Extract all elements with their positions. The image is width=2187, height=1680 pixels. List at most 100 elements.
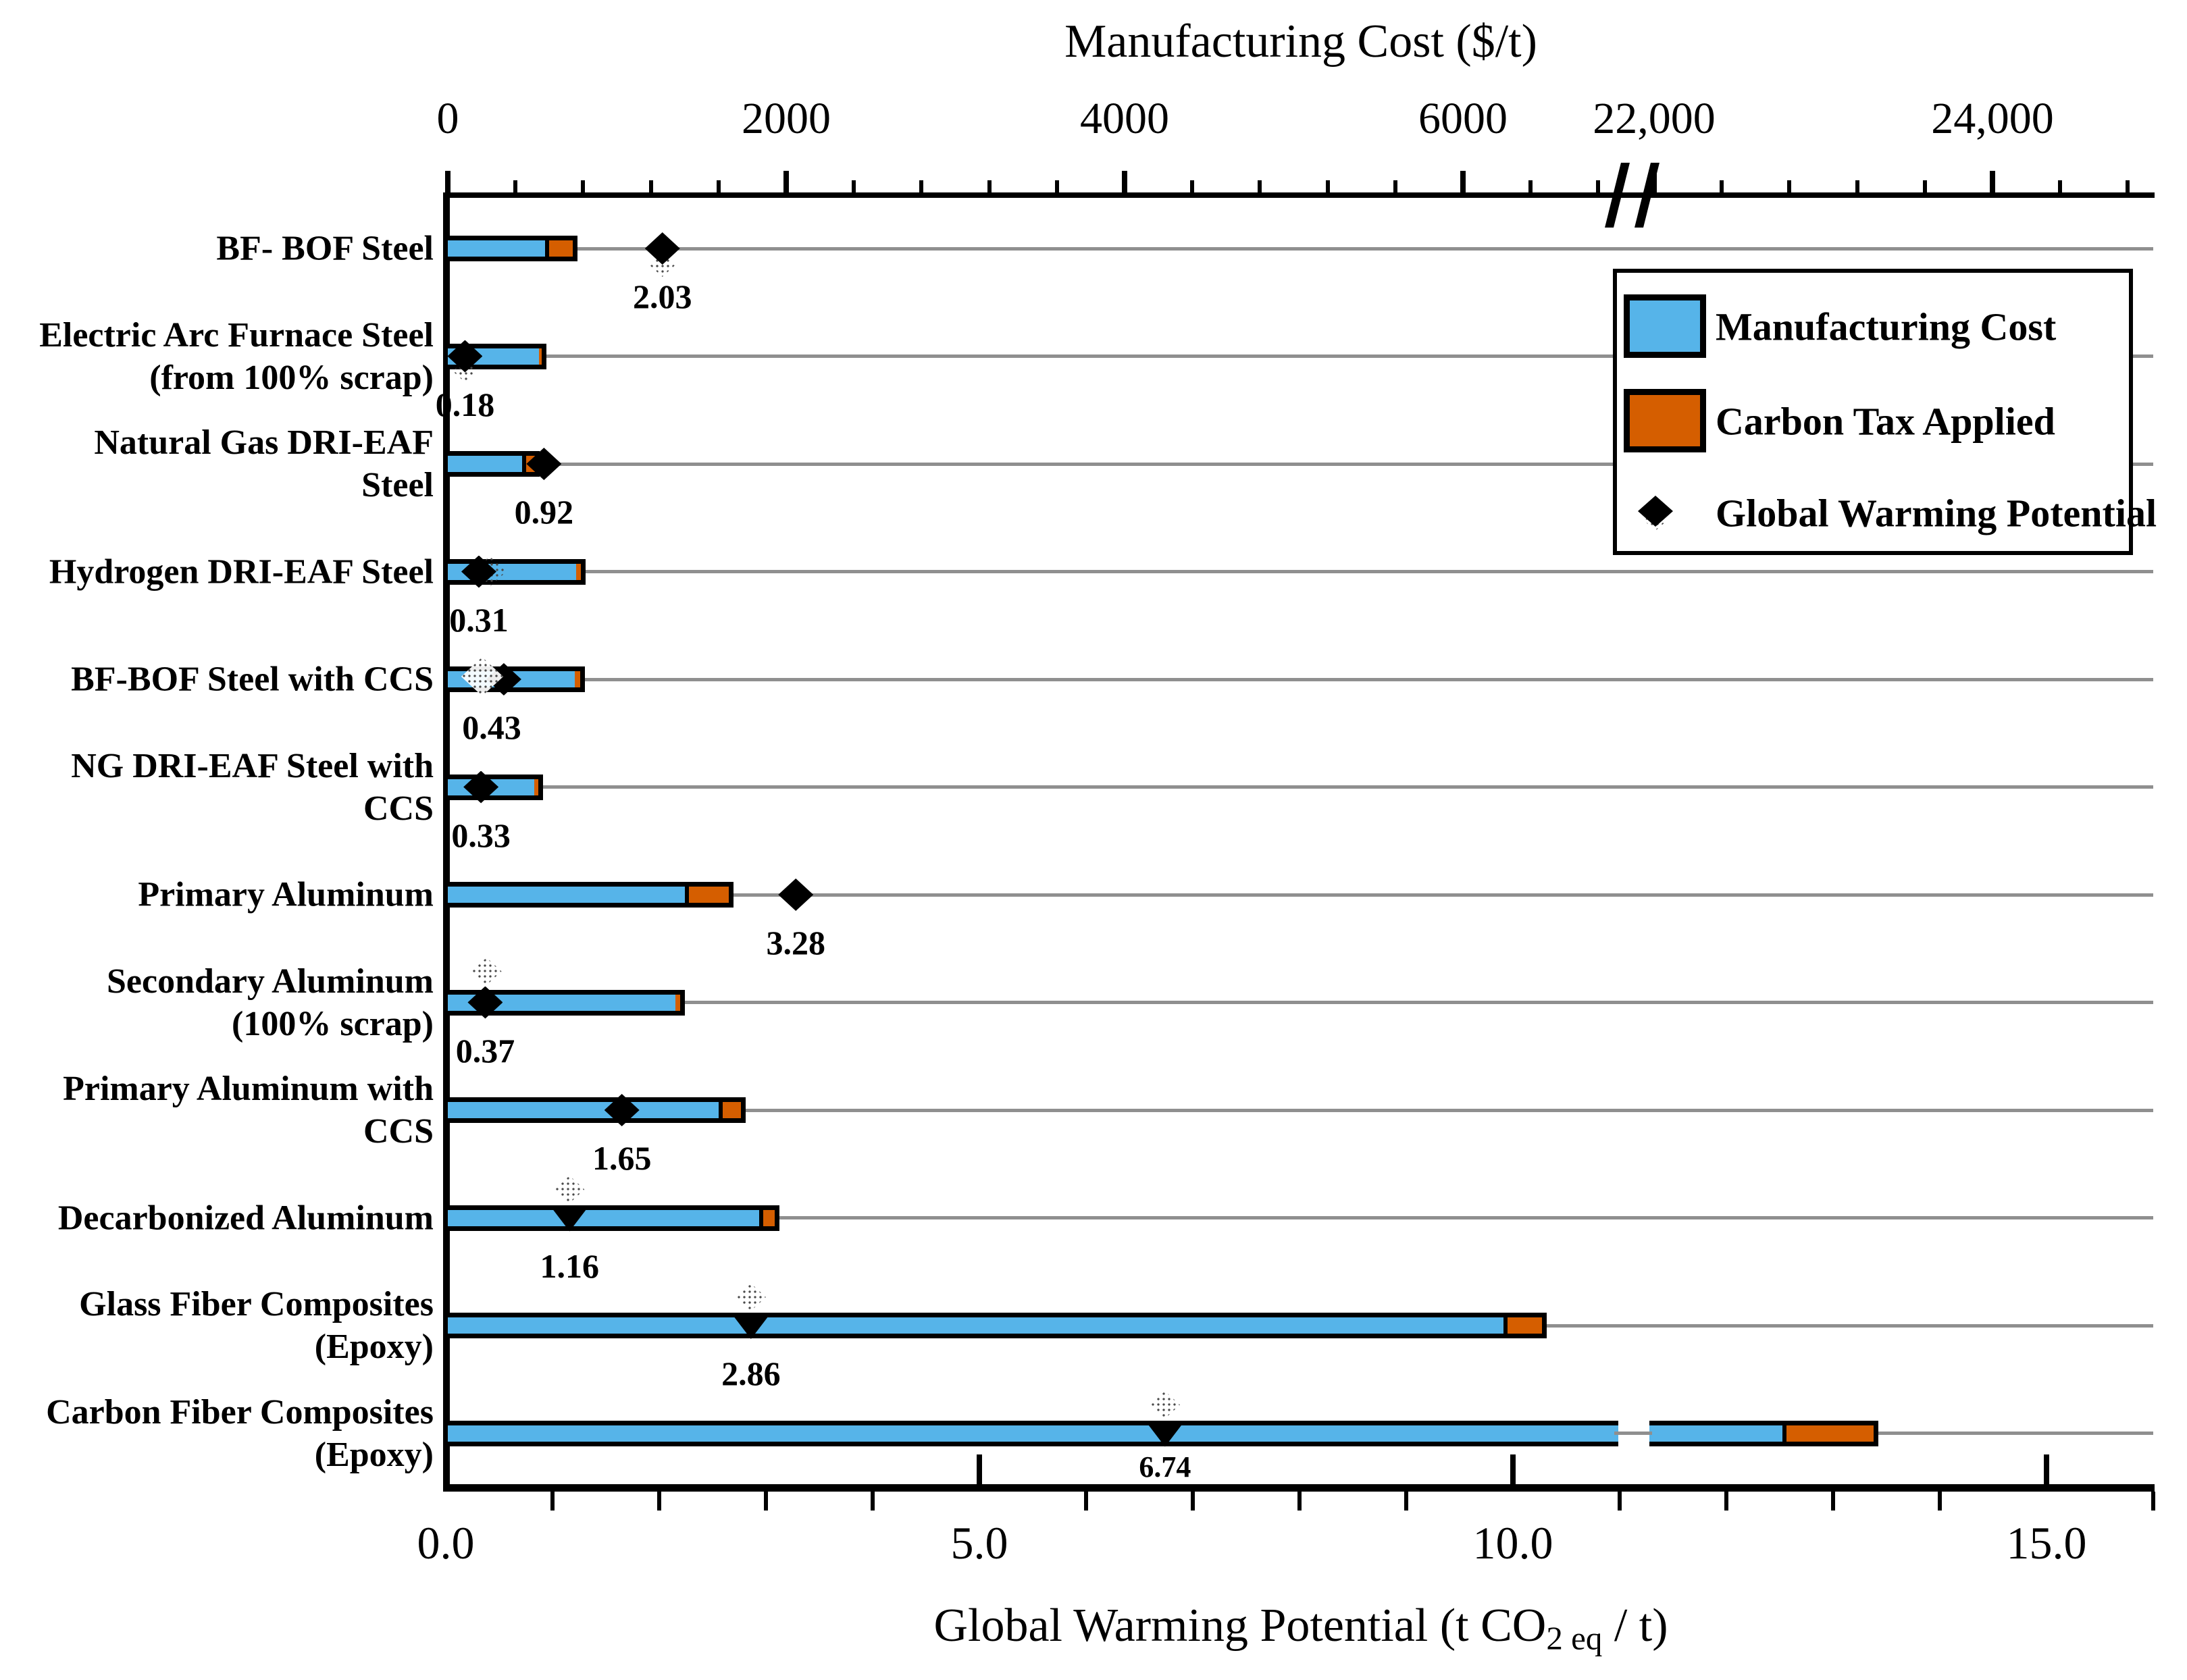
category-label-carbon-fiber-composites: Carbon Fiber Composites (Epoxy) — [46, 1392, 434, 1474]
gwp-ghost-marker — [471, 957, 502, 985]
gwp-marker — [778, 878, 814, 911]
bottom-axis-major-tick — [2044, 1454, 2049, 1484]
bar-carbon-tax-segment — [1503, 1317, 1543, 1334]
top-axis-minor-tick — [1720, 180, 1724, 192]
gridline — [448, 1216, 2153, 1219]
top-axis-major-tick — [1122, 171, 1127, 192]
bar-carbon-tax-segment — [534, 779, 539, 795]
top-axis-minor-tick — [1528, 180, 1533, 192]
gwp-ghost-marker — [1150, 1391, 1180, 1419]
bottom-axis-title-prefix: Global Warming Potential (t CO — [933, 1600, 1547, 1652]
top-axis-minor-tick — [1922, 180, 1927, 192]
top-axis-tick-label: 2000 — [742, 94, 831, 143]
bar-manufacturing-cost — [443, 1313, 1547, 1338]
legend-swatch-manufacturing-cost — [1624, 294, 1706, 358]
category-label-secondary-aluminum: Secondary Aluminum (100% scrap) — [107, 962, 434, 1043]
bottom-axis-title-suffix: / t) — [1602, 1600, 1668, 1652]
bottom-axis-major-tick — [1510, 1454, 1516, 1484]
category-label-bf-bof-steel: BF- BOF Steel — [216, 229, 434, 268]
gridline — [448, 246, 2153, 251]
top-axis-tick-label: 6000 — [1418, 94, 1508, 143]
bottom-axis-title: Global Warming Potential (t CO2 eq / t) — [933, 1599, 1668, 1658]
top-axis-major-tick — [783, 171, 789, 192]
gridline — [448, 785, 2153, 789]
gridline — [448, 893, 2153, 897]
bottom-axis-minor-tick — [764, 1492, 768, 1511]
bottom-axis-minor-tick — [1404, 1492, 1408, 1511]
top-axis-major-tick — [1990, 171, 1995, 192]
category-label-natural-gas-dri-eaf: Natural Gas DRI-EAF Steel — [94, 423, 434, 504]
top-axis-major-tick — [1460, 171, 1466, 192]
top-axis-title: Manufacturing Cost ($/t) — [1064, 16, 1537, 68]
bottom-axis-minor-tick — [1618, 1492, 1622, 1511]
bar-manufacturing-cost — [443, 451, 540, 477]
bar-carbon-tax-segment — [574, 671, 581, 687]
gwp-value-label: 0.33 — [451, 816, 511, 854]
gwp-value-label: 2.86 — [721, 1355, 781, 1392]
bottom-axis-minor-tick — [1938, 1492, 1942, 1511]
bottom-axis-minor-tick — [1831, 1492, 1835, 1511]
top-axis-minor-tick — [987, 180, 992, 192]
bottom-axis-tick-label: 15.0 — [2006, 1517, 2087, 1569]
bar-carbon-tax-segment — [545, 240, 573, 257]
bar-manufacturing-cost — [443, 1205, 780, 1231]
gridline — [448, 462, 2153, 466]
top-axis-tick-label: 0 — [436, 94, 459, 143]
bottom-axis-title-subscript: 2 eq — [1546, 1619, 1603, 1657]
category-label-electric-arc-furnace-steel: Electric Arc Furnace Steel (from 100% scr… — [39, 315, 434, 397]
legend-swatch-carbon-tax — [1624, 389, 1706, 452]
gwp-value-label: 2.03 — [632, 278, 692, 315]
gwp-value-label: 0.37 — [455, 1031, 515, 1070]
top-axis-minor-tick — [716, 180, 721, 192]
bar-carbon-tax-segment — [684, 887, 729, 903]
top-axis-spine — [443, 192, 2155, 198]
top-axis-minor-tick — [1325, 180, 1330, 192]
bottom-axis-major-tick — [977, 1454, 982, 1484]
gridline — [448, 355, 2153, 358]
bottom-axis-major-tick — [443, 1454, 448, 1484]
top-axis-minor-tick — [852, 180, 856, 192]
top-axis-minor-tick — [648, 180, 653, 192]
top-axis-minor-tick — [581, 180, 586, 192]
bottom-axis-tick-label: 5.0 — [950, 1517, 1008, 1569]
top-axis-tick-label: 22,000 — [1593, 94, 1716, 143]
gridline — [448, 1108, 2153, 1112]
bottom-axis-minor-tick — [657, 1492, 661, 1511]
gwp-value-label: 3.28 — [766, 924, 825, 962]
top-axis-minor-tick — [2126, 180, 2130, 192]
top-axis-major-tick — [445, 171, 451, 192]
gridline — [448, 570, 2153, 573]
gwp-value-label: 6.74 — [1139, 1450, 1191, 1484]
top-axis-minor-tick — [1393, 180, 1397, 192]
bar-carbon-tax-segment — [1782, 1425, 1874, 1442]
gwp-value-label: 1.16 — [540, 1246, 600, 1285]
top-axis-minor-tick — [1190, 180, 1195, 192]
bar-carbon-tax-segment — [539, 348, 542, 365]
legend-gwp-diamond-icon — [1638, 496, 1673, 527]
legend-label-gwp: Global Warming Potential — [1716, 491, 2157, 535]
top-axis-tick-label: 4000 — [1080, 94, 1169, 143]
bar-manufacturing-cost — [443, 882, 734, 908]
bottom-axis-minor-tick — [550, 1492, 555, 1511]
bottom-axis-minor-tick — [1297, 1492, 1302, 1511]
gwp-value-label: 0.31 — [449, 600, 509, 639]
left-axis-spine — [443, 192, 450, 1492]
top-axis-minor-tick — [1596, 180, 1601, 192]
category-label-primary-aluminum-with: Primary Aluminum with CCS — [63, 1070, 434, 1151]
category-label-ng-dri-eaf-steel-with: NG DRI-EAF Steel with CCS — [71, 746, 434, 828]
gwp-value-label: 1.65 — [592, 1139, 652, 1177]
category-label-bf-bof-steel-with-ccs: BF-BOF Steel with CCS — [71, 660, 434, 699]
bottom-axis-minor-tick — [1084, 1492, 1088, 1511]
bottom-axis-tick-label: 0.0 — [417, 1517, 475, 1569]
gwp-value-label: 0.92 — [514, 493, 574, 531]
bottom-axis-minor-tick — [1724, 1492, 1728, 1511]
bar-carbon-tax-segment — [718, 1102, 741, 1118]
gwp-marker — [644, 232, 680, 265]
gridline — [448, 1001, 2153, 1004]
bottom-axis-minor-tick — [871, 1492, 875, 1511]
gwp-value-label: 0.43 — [462, 708, 521, 746]
legend-label-manufacturing-cost: Manufacturing Cost — [1716, 305, 2057, 349]
bar-carbon-tax-segment — [675, 994, 681, 1011]
top-axis-minor-tick — [513, 180, 518, 192]
